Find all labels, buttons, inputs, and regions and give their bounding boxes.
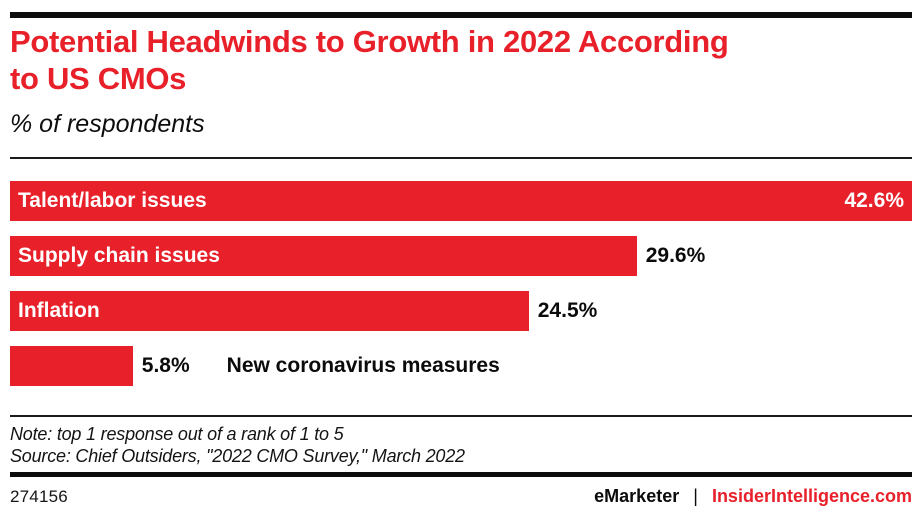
bar-label: Talent/labor issues — [18, 189, 207, 212]
page-title-line-1: Potential Headwinds to Growth in 2022 Ac… — [10, 24, 729, 59]
brand-lockup: eMarketer | InsiderIntelligence.com — [594, 486, 912, 507]
bar-row: Talent/labor issues 42.6% — [10, 181, 912, 221]
chart-id: 274156 — [10, 487, 68, 506]
bar-4 — [10, 346, 133, 386]
page-title-line-2: to US CMOs — [10, 61, 187, 96]
top-rule — [10, 12, 912, 18]
header-divider — [10, 157, 912, 159]
bar-3: Inflation — [10, 291, 529, 331]
bar-chart: Talent/labor issues 42.6% Supply chain iss… — [10, 181, 912, 386]
footnotes: Note: top 1 response out of a rank of 1 … — [10, 424, 912, 467]
bar-value: 5.8% — [141, 354, 190, 377]
bar-row: 5.8% New coronavirus measures — [10, 346, 912, 386]
bar-2: Supply chain issues — [10, 236, 637, 276]
bar-row: Inflation 24.5% — [10, 291, 912, 331]
source-text: Source: Chief Outsiders, "2022 CMO Surve… — [10, 445, 465, 466]
notes-divider — [10, 415, 912, 417]
bar-label: Supply chain issues — [18, 244, 220, 267]
bar-value: 24.5% — [537, 299, 598, 322]
bar-row: Supply chain issues 29.6% — [10, 236, 912, 276]
brand-insiderintelligence: InsiderIntelligence.com — [711, 486, 912, 506]
bar-label: Inflation — [18, 299, 100, 322]
bar-value: 42.6% — [844, 189, 904, 212]
bar-label: New coronavirus measures — [226, 354, 500, 377]
footer: 274156 eMarketer | InsiderIntelligence.c… — [10, 486, 912, 507]
brand-separator: | — [693, 486, 698, 506]
bar-value: 29.6% — [645, 244, 706, 267]
brand-emarketer: eMarketer — [594, 486, 680, 506]
page-title: Potential Headwinds to Growth in 2022 Ac… — [10, 23, 912, 97]
chart-subtitle: % of respondents — [10, 110, 205, 138]
bar-1: Talent/labor issues 42.6% — [10, 181, 912, 221]
note-text: Note: top 1 response out of a rank of 1 … — [10, 424, 344, 444]
bottom-rule — [10, 472, 912, 477]
